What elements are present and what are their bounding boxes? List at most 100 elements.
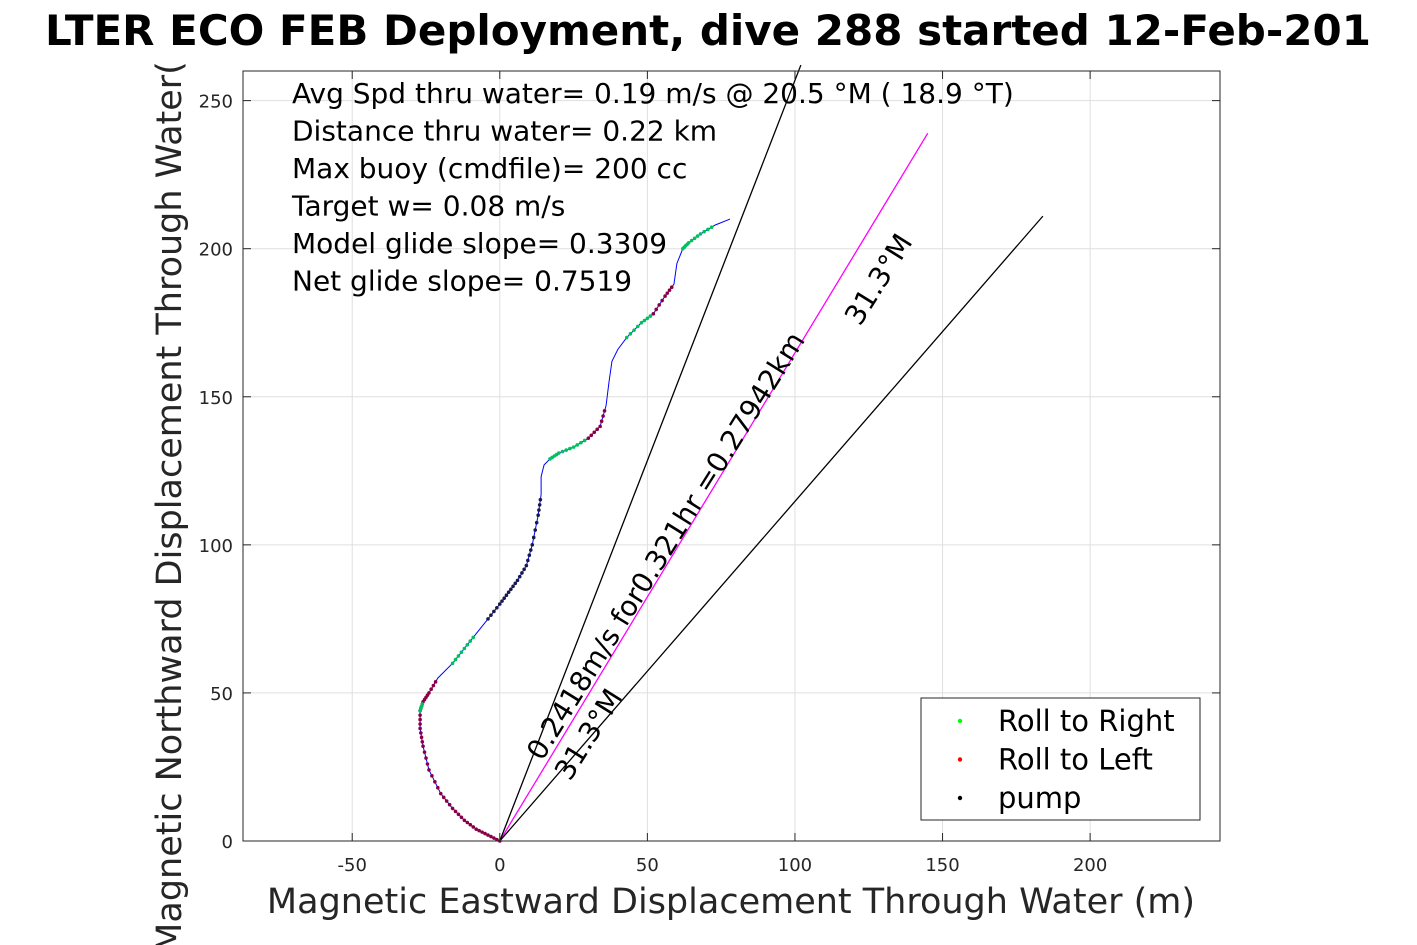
stats-line: Target w= 0.08 m/s — [291, 190, 565, 223]
roll-right-marker — [456, 654, 461, 658]
roll-left-marker — [441, 795, 446, 800]
roll-left-marker — [430, 774, 434, 778]
roll-left-marker — [419, 731, 423, 735]
x-tick-label: 100 — [778, 855, 812, 876]
roll-left-marker — [601, 414, 605, 418]
pump-marker — [509, 587, 513, 592]
stats-line: Model glide slope= 0.3309 — [292, 227, 667, 260]
legend-box — [920, 697, 1201, 821]
stats-line: Distance thru water= 0.22 km — [292, 115, 717, 148]
pump-marker — [489, 613, 493, 617]
roll-left-marker — [418, 722, 422, 726]
roll-left-marker — [427, 768, 431, 772]
pump-marker — [513, 581, 518, 586]
pump-marker — [500, 599, 504, 603]
roll-right-marker — [420, 702, 425, 706]
roll-right-marker — [642, 318, 647, 323]
roll-left-marker — [419, 735, 424, 740]
roll-right-marker — [686, 240, 691, 245]
roll-left-marker — [471, 825, 476, 829]
roll-left-marker — [480, 830, 484, 834]
pump-marker — [520, 571, 524, 575]
net-glide-line — [499, 64, 802, 842]
roll-left-marker — [651, 312, 656, 316]
pump-marker — [526, 558, 530, 563]
y-tick-label: 0 — [222, 832, 233, 853]
roll-left-marker — [422, 750, 427, 754]
roll-left-marker — [486, 833, 490, 837]
pump-marker — [486, 617, 490, 621]
y-tick-label: 250 — [199, 92, 233, 113]
roll-left-marker — [669, 285, 674, 289]
roll-left-marker — [418, 717, 422, 722]
roll-right-marker — [560, 449, 565, 454]
roll-right-marker — [568, 446, 572, 451]
roll-left-marker — [418, 726, 422, 731]
pump-marker — [524, 563, 529, 568]
pump-marker — [506, 590, 511, 595]
pump-marker — [504, 593, 509, 597]
legend-label: Roll to Right — [998, 704, 1175, 738]
roll-right-marker — [706, 227, 710, 232]
pump-marker — [534, 520, 539, 525]
roll-left-marker — [427, 691, 431, 695]
heading-line — [499, 215, 1044, 842]
pump-marker — [530, 543, 535, 547]
roll-left-marker — [586, 436, 591, 441]
roll-left-marker — [589, 433, 594, 438]
pump-marker — [517, 574, 522, 579]
roll-left-marker — [474, 827, 478, 831]
pump-marker — [495, 605, 499, 610]
roll-left-marker — [436, 785, 440, 790]
roll-right-marker — [453, 657, 458, 662]
roll-right-marker — [557, 451, 561, 455]
reference-lines — [499, 64, 1044, 842]
roll-right-marker — [459, 650, 464, 655]
roll-right-marker — [635, 324, 640, 329]
roll-left-marker — [438, 791, 443, 796]
x-tick-label: 200 — [1073, 855, 1107, 876]
pump-marker — [533, 528, 538, 532]
y-tick-label: 200 — [199, 240, 233, 261]
legend-marker — [957, 757, 963, 762]
roll-right-marker — [571, 445, 576, 449]
legend: Roll to Right Roll to Left pump — [920, 697, 1201, 821]
legend-label: pump — [998, 781, 1081, 815]
roll-left-marker — [592, 430, 597, 435]
roll-right-marker — [702, 229, 706, 234]
roll-right-marker — [695, 234, 700, 238]
roll-left-marker — [420, 739, 425, 744]
roll-left-marker — [665, 291, 670, 295]
roll-left-marker — [660, 298, 664, 303]
x-tick-label: 50 — [636, 855, 659, 876]
pump-marker — [537, 508, 541, 512]
roll-left-marker — [431, 683, 436, 688]
roll-left-marker — [433, 680, 438, 684]
roll-left-marker — [465, 820, 470, 825]
depth-averaged-current-line — [499, 132, 929, 842]
roll-left-marker — [654, 307, 659, 312]
x-tick-label: 150 — [925, 855, 959, 876]
roll-left-marker — [468, 822, 473, 827]
roll-left-marker — [453, 809, 458, 814]
roll-right-marker — [465, 642, 470, 647]
roll-left-marker — [456, 812, 461, 817]
y-axis-label: Magnetic Northward Displacement Through … — [150, 61, 190, 945]
x-tick-label: -50 — [338, 855, 367, 876]
track-markers — [418, 225, 714, 843]
axes-frame — [242, 70, 1221, 842]
roll-left-marker — [418, 713, 422, 717]
roll-left-marker — [447, 802, 452, 807]
roll-left-marker — [595, 427, 599, 432]
roll-left-marker — [492, 836, 496, 840]
pump-marker — [531, 535, 536, 540]
roll-right-marker — [645, 316, 650, 321]
roll-left-marker — [444, 799, 449, 803]
roll-right-marker — [564, 448, 569, 452]
roll-right-marker — [648, 314, 653, 318]
y-tick-label: 50 — [210, 684, 233, 705]
legend-label: Roll to Left — [998, 743, 1153, 777]
roll-right-marker — [632, 328, 636, 332]
roll-left-marker — [602, 409, 607, 413]
chart-title: LTER ECO FEB Deployment, dive 288 starte… — [45, 6, 1371, 55]
